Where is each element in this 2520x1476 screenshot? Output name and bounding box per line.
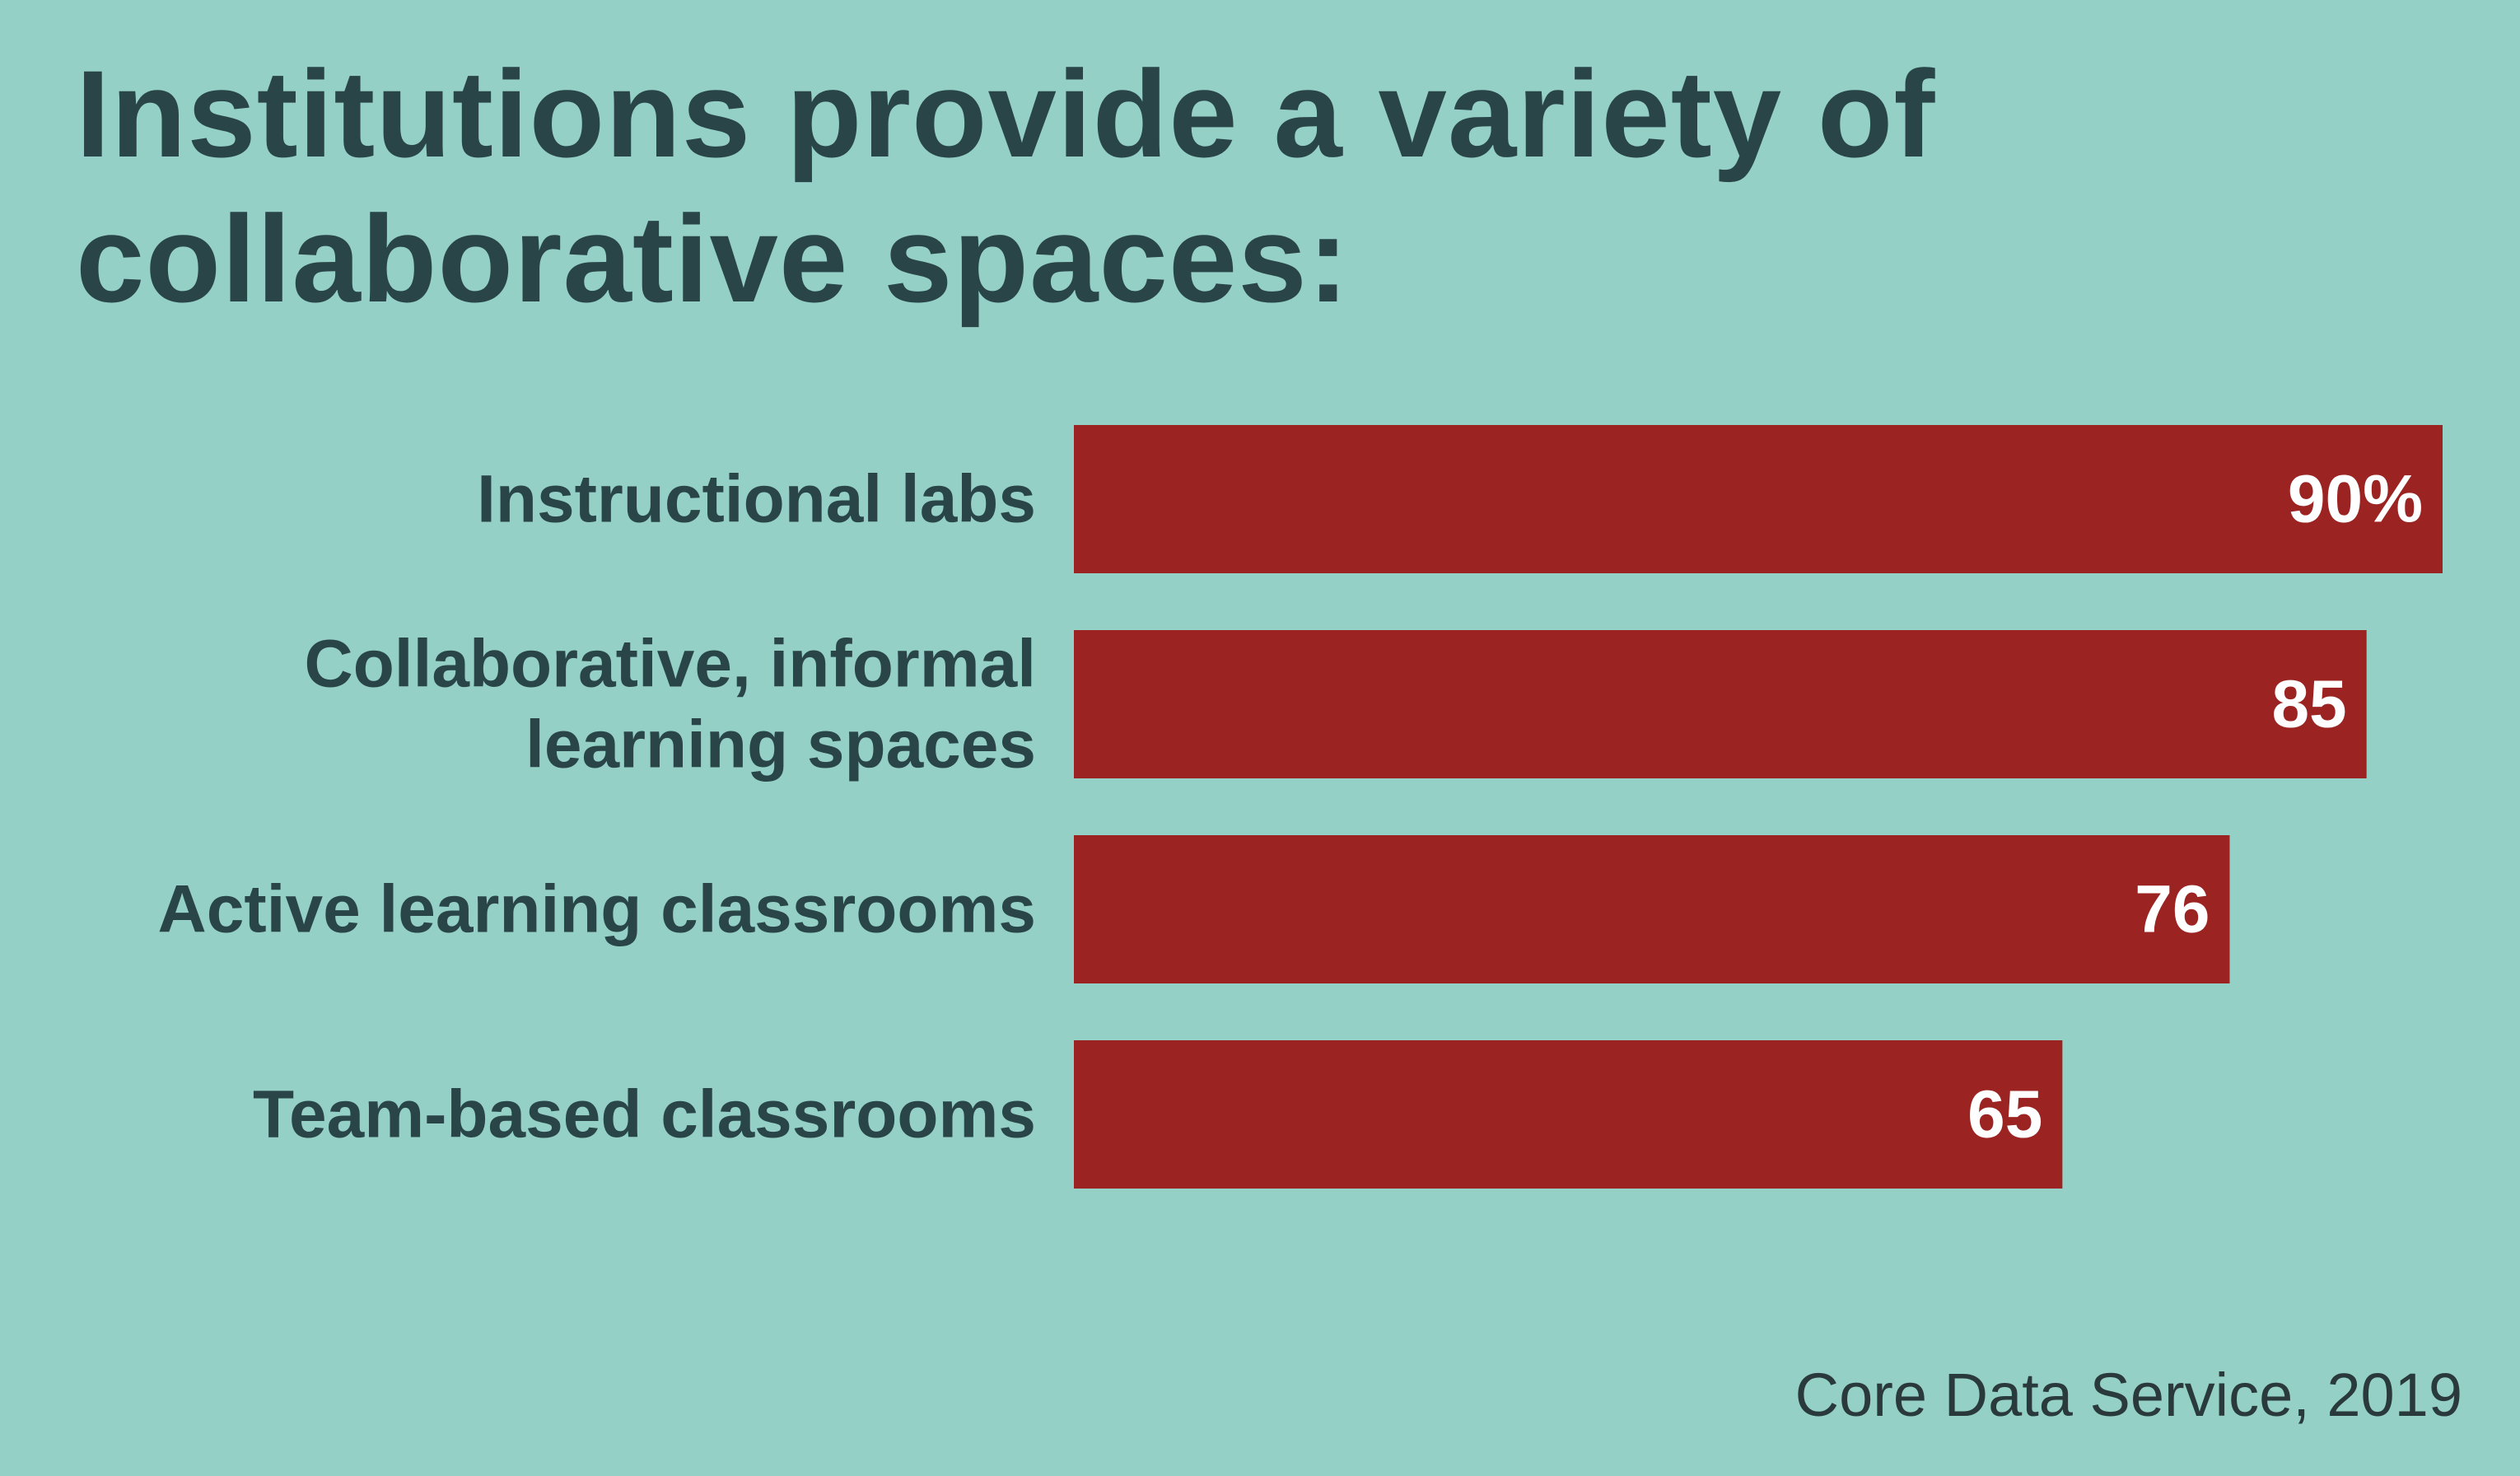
bar bbox=[1074, 630, 2367, 778]
chart-title: Institutions provide a variety of collab… bbox=[76, 44, 1936, 328]
source-note: Core Data Service, 2019 bbox=[1794, 1361, 2462, 1429]
category-label: Instructional labs bbox=[477, 462, 1036, 537]
bar bbox=[1074, 835, 2230, 983]
bar bbox=[1074, 1040, 2063, 1189]
category-label: Team-based classrooms bbox=[253, 1077, 1036, 1152]
category-label: Collaborative, informal bbox=[304, 627, 1036, 702]
category-label: Active learning classrooms bbox=[158, 872, 1036, 947]
value-label: 90% bbox=[2288, 462, 2423, 537]
category-label: learning spaces bbox=[525, 708, 1036, 782]
value-label: 85 bbox=[2271, 667, 2346, 742]
value-label: 76 bbox=[2135, 872, 2210, 947]
value-label: 65 bbox=[1967, 1077, 2042, 1152]
bar bbox=[1074, 425, 2443, 573]
